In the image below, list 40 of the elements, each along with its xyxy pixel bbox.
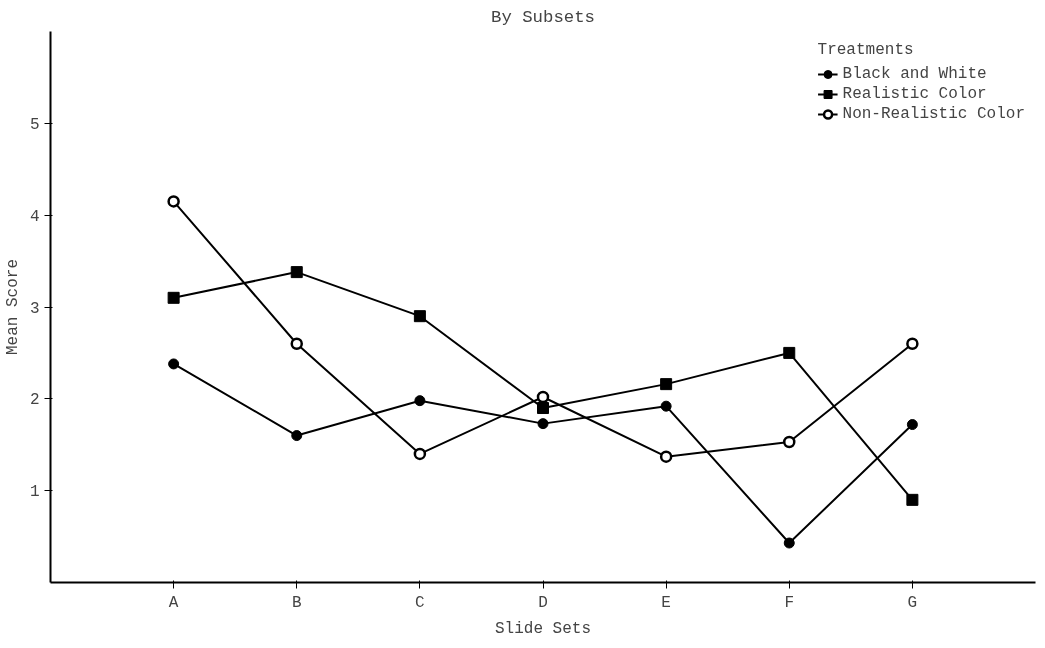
point (168, 358, 180, 370)
point (783, 537, 795, 549)
y-axis-title: Mean Score (3, 258, 22, 356)
point (537, 418, 549, 430)
x-tick-label: E (661, 593, 671, 612)
point (167, 195, 180, 208)
point (290, 266, 303, 279)
legend-label: Realistic Color (842, 85, 987, 103)
point (537, 402, 549, 415)
point (660, 378, 673, 391)
point (659, 450, 673, 463)
point (783, 346, 796, 359)
legend-title: Treatments (817, 41, 915, 59)
point (660, 400, 672, 412)
point (413, 447, 427, 461)
point (413, 310, 426, 323)
x-axis-title: Slide Sets (494, 619, 592, 638)
y-tick-label: 4 (29, 207, 40, 226)
x-tick-label: C (415, 593, 425, 612)
point (906, 337, 919, 350)
x-tick-label: B (291, 593, 302, 612)
x-tick-label: A (168, 593, 179, 612)
x-tick-label: F (784, 593, 795, 612)
legend-label: Black and White (842, 65, 987, 83)
point (414, 395, 426, 407)
point (290, 337, 303, 350)
y-tick-label: 2 (29, 391, 40, 410)
point (291, 430, 303, 442)
y-tick-label: 3 (29, 299, 40, 318)
x-tick-label: G (907, 593, 918, 612)
point (536, 390, 550, 404)
point (783, 435, 796, 449)
y-tick-label: 1 (29, 483, 40, 502)
chart-title: By Subsets (491, 7, 596, 27)
point (906, 419, 918, 431)
point (167, 291, 180, 304)
y-tick-label: 5 (29, 115, 40, 134)
x-tick-label: D (538, 593, 548, 612)
point (906, 493, 919, 506)
legend-label: Non-Realistic Color (842, 105, 1025, 123)
